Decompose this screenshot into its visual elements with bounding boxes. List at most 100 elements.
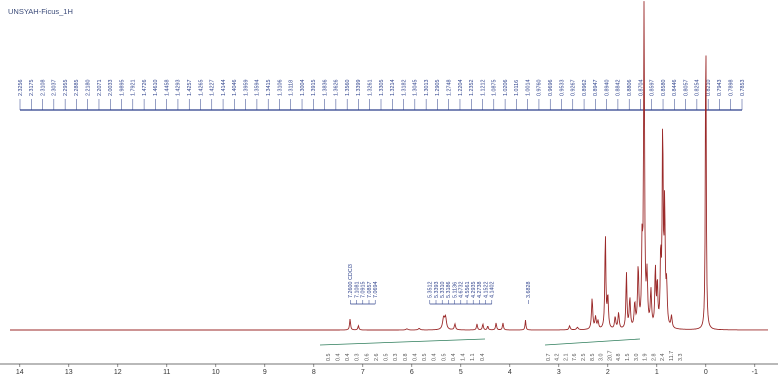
peak-label: 0.8806 — [627, 80, 633, 97]
spectrum-title: UNSYAH-Ficus_1H — [8, 7, 73, 16]
peak-label: 4.1402 — [490, 282, 496, 299]
peak-label: 7.0857 — [367, 282, 373, 299]
integral-value: 0.5 — [384, 354, 390, 362]
integral-value: 0.3 — [355, 354, 361, 362]
peak-label: 0.8597 — [650, 80, 656, 97]
peak-label: 1.3399 — [356, 80, 362, 97]
x-tick-label: 8 — [312, 369, 316, 376]
peak-label: 1.2352 — [469, 80, 475, 97]
peak-label: 1.3004 — [300, 80, 306, 97]
x-axis-ticks: 14 13 12 11 10 9 8 7 6 5 4 3 2 1 0 -1 — [16, 364, 758, 376]
peak-label: 1.3106 — [277, 80, 283, 97]
integral-value: 1.5 — [625, 354, 631, 362]
peak-label: 1.7921 — [131, 80, 137, 97]
peak-label: 2.3175 — [29, 80, 35, 97]
peak-label: 0.8254 — [695, 80, 701, 97]
peak-label: 1.4610 — [153, 80, 159, 97]
peak-label: 1.4046 — [232, 80, 238, 97]
peak-label: 0.7943 — [717, 80, 723, 97]
peak-label: 4.5561 — [465, 282, 471, 299]
integral-value: 2.8 — [651, 354, 657, 362]
top-peak-labels: 2.3256 2.3175 2.3108 2.3037 2.2955 2.2885 2.21… — [18, 80, 746, 111]
peak-label: 1.4726 — [142, 80, 148, 97]
peak-label: 0.8842 — [616, 80, 622, 97]
peak-label: 1.3182 — [401, 80, 407, 97]
x-tick-label: 0 — [704, 369, 708, 376]
peak-label: 1.3013 — [424, 80, 430, 97]
integral-value: 0.4 — [451, 354, 457, 362]
x-tick-label: -1 — [752, 369, 758, 376]
integral-value: 8.5 — [590, 354, 596, 362]
peak-label: 1.3214 — [390, 80, 396, 97]
integral-value: 0.7 — [546, 354, 552, 362]
peak-label: 2.3037 — [52, 80, 58, 97]
integral-value: 4.2 — [555, 354, 561, 362]
integral-value: 0.5 — [422, 354, 428, 362]
integral-value: 0.4 — [412, 354, 418, 362]
integral-curves — [319, 338, 641, 346]
integral-value: 0.6 — [364, 354, 370, 362]
x-tick-label: 6 — [410, 369, 414, 376]
peak-label: 0.7898 — [729, 80, 735, 97]
x-tick-label: 5 — [459, 369, 463, 376]
peak-label: 0.9267 — [571, 80, 577, 97]
peak-label: 1.4257 — [187, 80, 193, 97]
peak-label: 0.9533 — [559, 80, 565, 97]
integral-value: 7.6 — [572, 354, 578, 362]
peak-label: 0.8446 — [672, 80, 678, 97]
integral-value: 0.3 — [393, 354, 399, 362]
x-tick-label: 4 — [508, 369, 512, 376]
peak-label: 1.3045 — [413, 80, 419, 97]
integral-labels: 0.5 0.4 0.4 0.3 0.6 2.6 0.5 0.3 0.8 0.4 0.5 0.4 0.5 0… — [326, 351, 684, 362]
peak-label: 0.9760 — [537, 80, 543, 97]
peak-label: 0.8962 — [582, 80, 588, 97]
integral-value: 3.3 — [678, 354, 684, 362]
integral-value: 0.5 — [441, 354, 447, 362]
peak-label: 1.2905 — [435, 80, 441, 97]
peak-label: 7.2600 CDCl3 — [348, 264, 354, 298]
peak-label: 0.8210 — [706, 80, 712, 97]
x-tick-label: 11 — [163, 369, 170, 376]
grouped-peak-labels: 7.2600 CDCl3 7.1081 7.0915 7.0857 7.0694 5.35… — [348, 264, 532, 305]
integral-value: 20.7 — [607, 351, 613, 362]
peak-label: 1.1212 — [480, 80, 486, 97]
peak-label: 4.2738 — [477, 282, 483, 299]
peak-label: 1.3560 — [345, 80, 351, 97]
peak-label: 0.8580 — [661, 80, 667, 97]
integral-value: 0.4 — [335, 354, 341, 362]
peak-label: 5.3393 — [434, 282, 440, 299]
x-tick-label: 2 — [606, 369, 610, 376]
peak-label: 1.3118 — [289, 80, 295, 96]
peak-label: 1.0206 — [503, 80, 509, 97]
peak-label: 0.8057 — [683, 80, 689, 97]
peak-label: 1.2204 — [458, 80, 464, 97]
peak-label: 1.3261 — [368, 80, 374, 97]
x-tick-label: 13 — [65, 369, 73, 376]
integral-value: 2.5 — [581, 354, 587, 362]
peak-label: 2.2180 — [85, 80, 91, 97]
peak-label: 1.0116 — [514, 80, 520, 96]
peak-label: 1.3959 — [243, 80, 249, 97]
peak-label: 7.1081 — [354, 282, 360, 299]
peak-label: 2.3256 — [18, 80, 24, 97]
x-tick-label: 12 — [114, 369, 122, 376]
peak-label: 1.3415 — [266, 80, 272, 97]
x-tick-label: 1 — [655, 369, 659, 376]
peak-label: 1.0875 — [492, 80, 498, 97]
integral-value: 3.0 — [634, 354, 640, 362]
integral-value: 0.8 — [403, 354, 409, 362]
peak-label: 1.3915 — [311, 80, 317, 97]
x-tick-label: 14 — [16, 369, 24, 376]
peak-label: 1.4227 — [210, 80, 216, 97]
peak-label: 1.4293 — [176, 80, 182, 97]
peak-label: 2.2071 — [97, 80, 103, 97]
peak-label: 2.3108 — [40, 80, 46, 97]
integral-value: 1.9 — [643, 354, 649, 362]
integral-value: 0.4 — [345, 354, 351, 362]
x-tick-label: 3 — [557, 369, 561, 376]
peak-label: 2.2885 — [74, 80, 80, 97]
peak-label: 1.3626 — [334, 80, 340, 97]
integral-value: 0.4 — [432, 354, 438, 362]
peak-label: 7.0694 — [373, 282, 379, 299]
